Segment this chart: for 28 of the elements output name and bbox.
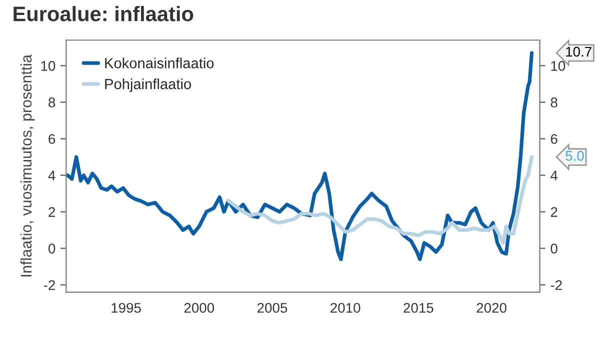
y2-tick-label: 2 [550, 207, 558, 217]
x-tick-label: 2010 [330, 302, 360, 313]
x-tick-label: 2005 [257, 302, 288, 313]
y-axis-title: Inflaatio, vuosimuutos, prosenttia [20, 54, 35, 276]
legend-label: Kokonaisinflaatio [105, 58, 214, 68]
y-tick-label: 8 [48, 98, 56, 108]
x-tick-label: 2020 [476, 302, 506, 313]
x-tick-label: 1995 [112, 302, 141, 313]
annotation: 10.7 [566, 46, 592, 57]
y2-tick-label: 0 [550, 244, 558, 254]
y2-tick-label: 6 [550, 134, 558, 144]
y-tick-label: 2 [48, 207, 55, 217]
y2-tick-label: -2 [550, 280, 562, 290]
y-tick-label: 4 [48, 170, 56, 180]
y2-tick-label: 4 [550, 170, 558, 180]
x-tick-label: 2000 [184, 302, 214, 313]
x-tick-label: 2015 [404, 302, 434, 313]
y-tick-label: -2 [44, 280, 55, 290]
y2-tick-label: 8 [550, 98, 558, 108]
y-tick-label: 0 [48, 244, 56, 254]
line-series [226, 155, 534, 245]
y-tick-label: 6 [48, 134, 56, 144]
legend-label: Pohjainflaatio [105, 78, 191, 92]
chart-title: Euroalue: inflaatio [14, 6, 194, 22]
annotation: 5.0 [566, 150, 584, 161]
y2-tick-label: 10 [551, 61, 566, 71]
y-tick-label: 10 [41, 61, 56, 71]
line-series [66, 51, 534, 262]
